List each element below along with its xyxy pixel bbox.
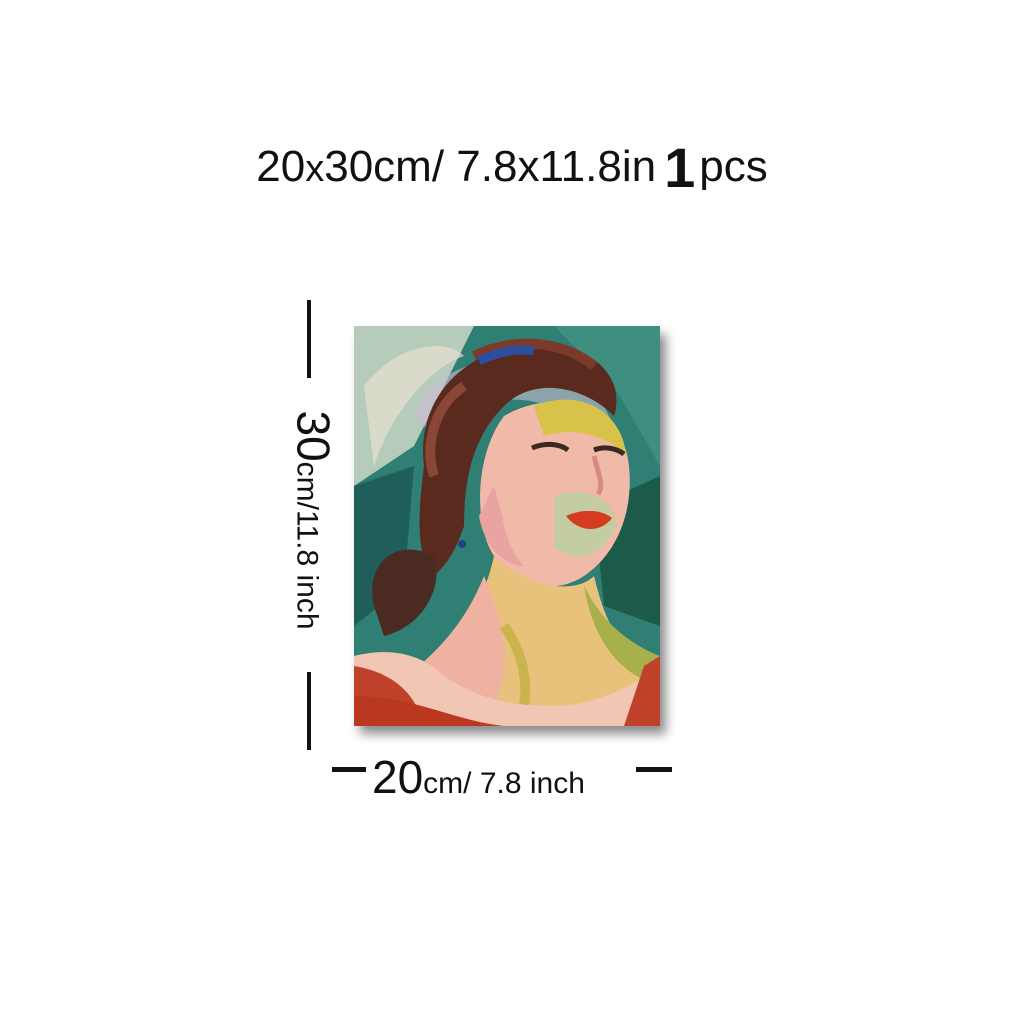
title-quantity-number: 1 — [664, 136, 695, 199]
height-line-bottom — [307, 672, 311, 750]
title-size-b: 30cm/ 7.8x11.8in — [324, 142, 656, 191]
width-unit: cm/ 7.8 inch — [423, 767, 585, 800]
size-title: 20x30cm/ 7.8x11.8in 1pcs — [0, 132, 1024, 199]
width-line-left — [332, 767, 366, 772]
title-x: x — [305, 148, 324, 190]
width-line-right — [636, 767, 672, 772]
portrait-painting-icon — [354, 326, 660, 726]
portrait-painting — [354, 326, 660, 726]
height-unit: cm/11.8 inch — [291, 462, 324, 630]
title-size-a: 20 — [256, 142, 305, 191]
height-value: 30 — [288, 410, 340, 461]
height-label: 30cm/11.8 inch — [287, 410, 334, 629]
width-label: 20cm/ 7.8 inch — [372, 752, 585, 809]
width-value: 20 — [372, 751, 423, 803]
height-line-top — [307, 300, 311, 378]
title-quantity-unit: pcs — [699, 142, 767, 191]
